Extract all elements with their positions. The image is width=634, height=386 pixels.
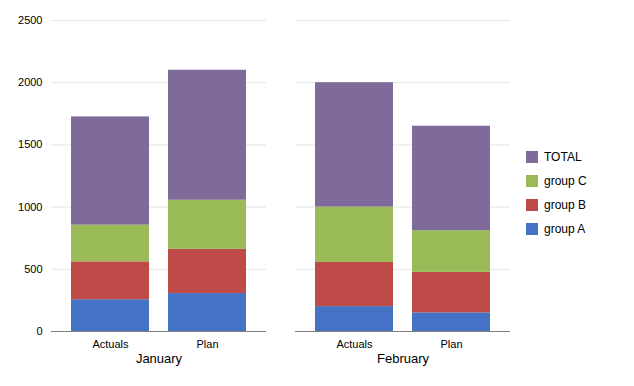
svg-text:1500: 1500	[18, 138, 42, 150]
html-text:group C: group C	[544, 174, 587, 188]
svg-text:0: 0	[36, 325, 42, 337]
svg-text:Actuals: Actuals	[336, 338, 373, 350]
svg-text:2500: 2500	[18, 14, 42, 26]
html-text:TOTAL: TOTAL	[544, 150, 582, 164]
svg-text:January: January	[136, 351, 183, 366]
html-text:group A: group A	[544, 222, 586, 236]
svg-text:500: 500	[24, 263, 42, 275]
svg-text:Plan: Plan	[440, 338, 462, 350]
svg-text:Actuals: Actuals	[92, 338, 129, 350]
svg-text:Plan: Plan	[196, 338, 218, 350]
svg-text:1000: 1000	[18, 201, 42, 213]
svg-text:2000: 2000	[18, 76, 42, 88]
html-text:group B: group B	[544, 198, 586, 212]
svg-text:February: February	[377, 351, 430, 366]
